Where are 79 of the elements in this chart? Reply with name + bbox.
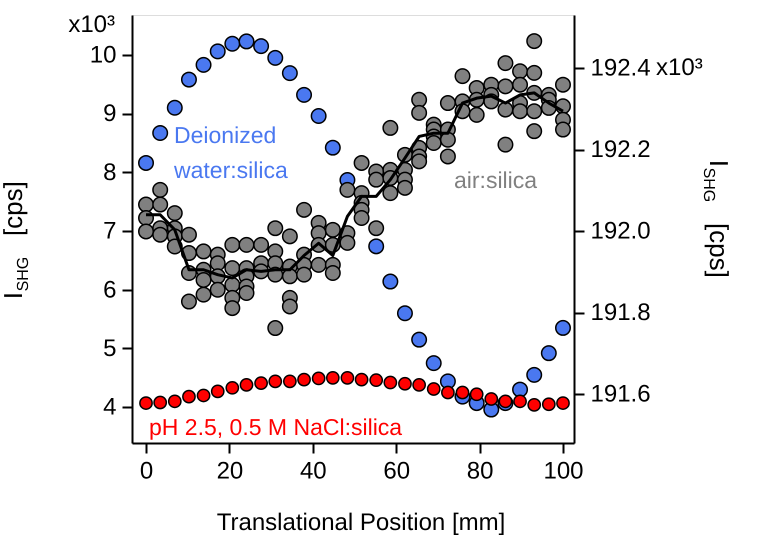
point — [182, 390, 196, 404]
x-tick-label: 20 — [216, 458, 244, 484]
point — [426, 382, 441, 396]
point — [513, 394, 527, 408]
point — [398, 376, 412, 391]
point — [196, 56, 212, 73]
point — [166, 100, 183, 116]
point — [441, 386, 455, 400]
y-tick-label: 9 — [103, 100, 116, 128]
point — [527, 398, 542, 412]
point — [396, 305, 413, 322]
x-tick-label: 0 — [140, 458, 154, 484]
point — [210, 384, 225, 398]
point — [368, 238, 384, 254]
text: ISHG [cps] — [0, 181, 32, 300]
point — [354, 372, 368, 386]
point — [240, 378, 254, 392]
point — [340, 370, 354, 385]
y-tick-label: 10 — [90, 41, 116, 68]
point — [254, 376, 268, 390]
y-tick-label: 7 — [103, 218, 116, 245]
series-label: Deionized water:silica — [173, 122, 288, 183]
point — [282, 65, 298, 82]
point — [540, 345, 557, 362]
point — [253, 38, 270, 54]
point — [267, 50, 284, 66]
point — [138, 154, 154, 171]
point — [411, 332, 428, 348]
x-tick-label: 40 — [300, 458, 327, 484]
point — [526, 366, 542, 383]
point — [484, 392, 498, 406]
point — [426, 355, 442, 372]
point — [369, 373, 384, 388]
point — [326, 370, 340, 385]
y2-tick-label: 192.4 — [590, 54, 651, 82]
y2-tick-label: 192.2 — [590, 136, 651, 164]
point — [324, 140, 341, 156]
point — [139, 396, 153, 410]
text: ISHG [cps] — [700, 160, 734, 278]
series-label: air:silica — [454, 167, 538, 193]
point — [512, 382, 528, 398]
point — [152, 125, 168, 141]
point — [542, 397, 556, 412]
y2-tick-label: 192.0 — [590, 218, 651, 245]
point — [224, 36, 240, 52]
point — [225, 380, 240, 395]
x-tick-label: 60 — [383, 458, 410, 484]
x-tick-label: 100 — [543, 458, 584, 484]
point — [412, 378, 426, 392]
series-label: pH 2.5, 0.5 M NaCl:silica — [149, 414, 402, 440]
point — [153, 396, 168, 410]
point — [456, 386, 470, 400]
point — [554, 320, 571, 336]
point — [383, 376, 398, 390]
point — [210, 43, 226, 60]
point — [268, 374, 282, 388]
point — [282, 374, 297, 388]
point — [556, 396, 570, 410]
point — [470, 387, 484, 402]
point — [180, 72, 197, 88]
point — [382, 274, 398, 290]
point — [297, 372, 311, 386]
point — [498, 394, 512, 408]
point — [238, 33, 254, 50]
y-tick-label: 5 — [103, 334, 116, 362]
point — [312, 372, 326, 386]
y2-tick-label: 191.6 — [590, 380, 651, 408]
x-axis-title: Translational Position [mm] — [216, 509, 506, 536]
point — [168, 394, 182, 408]
text: x10³ — [68, 10, 116, 38]
y-tick-label: 6 — [103, 276, 116, 304]
y-tick-label: 8 — [103, 158, 116, 186]
point — [196, 388, 210, 402]
x-tick-label: 80 — [466, 458, 494, 484]
point — [310, 108, 327, 124]
text: x10³ — [656, 54, 703, 81]
point — [296, 86, 312, 103]
y-tick-label: 4 — [103, 394, 116, 421]
y2-tick-label: 191.8 — [590, 299, 651, 326]
